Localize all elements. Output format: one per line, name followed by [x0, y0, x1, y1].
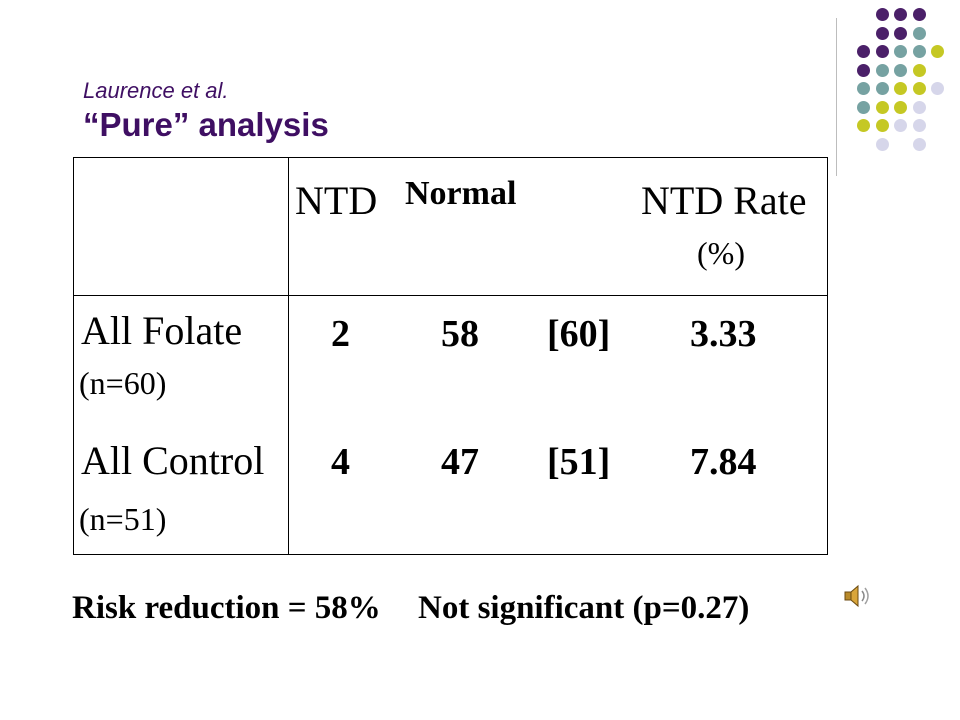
decorative-divider-line	[836, 18, 837, 176]
decorative-dot	[894, 82, 907, 95]
decorative-dot	[894, 8, 907, 21]
decorative-dot	[912, 63, 926, 77]
slide-subtitle-author: Laurence et al.	[83, 78, 229, 103]
cell-control-rate: 7.84	[690, 441, 757, 483]
decorative-dot	[857, 119, 870, 132]
cell-control-total: [51]	[547, 441, 611, 483]
decorative-dot	[857, 63, 870, 77]
slide-title: “Pure” analysis	[83, 106, 329, 143]
decorative-dot	[857, 45, 870, 58]
table-row-divider	[73, 295, 828, 296]
decorative-dot	[912, 45, 926, 58]
decorative-dot	[894, 100, 907, 114]
decorative-dot	[912, 137, 926, 151]
risk-reduction-text: Risk reduction = 58%	[72, 590, 381, 626]
decorative-dot-grid	[845, 8, 955, 158]
cell-folate-ntd: 2	[331, 313, 350, 355]
header-normal: Normal	[405, 175, 517, 212]
speaker-icon[interactable]	[843, 582, 873, 610]
cell-control-ntd: 4	[331, 441, 350, 483]
table-column-divider	[288, 157, 289, 555]
row-n-control: (n=51)	[79, 501, 167, 537]
table-frame	[73, 157, 828, 555]
decorative-dot	[912, 119, 926, 132]
decorative-dot	[894, 45, 907, 58]
decorative-dot	[894, 26, 907, 40]
cell-folate-rate: 3.33	[690, 313, 757, 355]
decorative-dot	[875, 100, 889, 114]
decorative-dot	[931, 45, 944, 58]
decorative-dot	[875, 82, 889, 95]
cell-control-normal: 47	[441, 441, 479, 483]
decorative-dot	[857, 82, 870, 95]
cell-folate-normal: 58	[441, 313, 479, 355]
decorative-dot	[875, 119, 889, 132]
decorative-dot	[931, 82, 944, 95]
header-ntd-rate: NTD Rate	[641, 178, 807, 223]
decorative-dot	[875, 63, 889, 77]
decorative-dot	[875, 137, 889, 151]
decorative-dot	[875, 26, 889, 40]
row-label-folate: All Folate	[81, 308, 243, 353]
results-table: NTD Normal NTD Rate (%) All Folate (n=60…	[73, 157, 828, 555]
decorative-dot	[912, 26, 926, 40]
row-n-folate: (n=60)	[79, 365, 167, 401]
decorative-dot	[912, 100, 926, 114]
significance-text: Not significant (p=0.27)	[418, 590, 750, 626]
header-rate-unit: (%)	[697, 235, 745, 271]
decorative-dot	[912, 82, 926, 95]
decorative-dot	[857, 100, 870, 114]
header-ntd: NTD	[295, 178, 378, 223]
cell-folate-total: [60]	[547, 313, 611, 355]
decorative-dot	[912, 8, 926, 21]
decorative-dot	[894, 119, 907, 132]
row-label-control: All Control	[81, 438, 265, 483]
decorative-dot	[875, 45, 889, 58]
decorative-dot	[894, 63, 907, 77]
decorative-dot	[875, 8, 889, 21]
